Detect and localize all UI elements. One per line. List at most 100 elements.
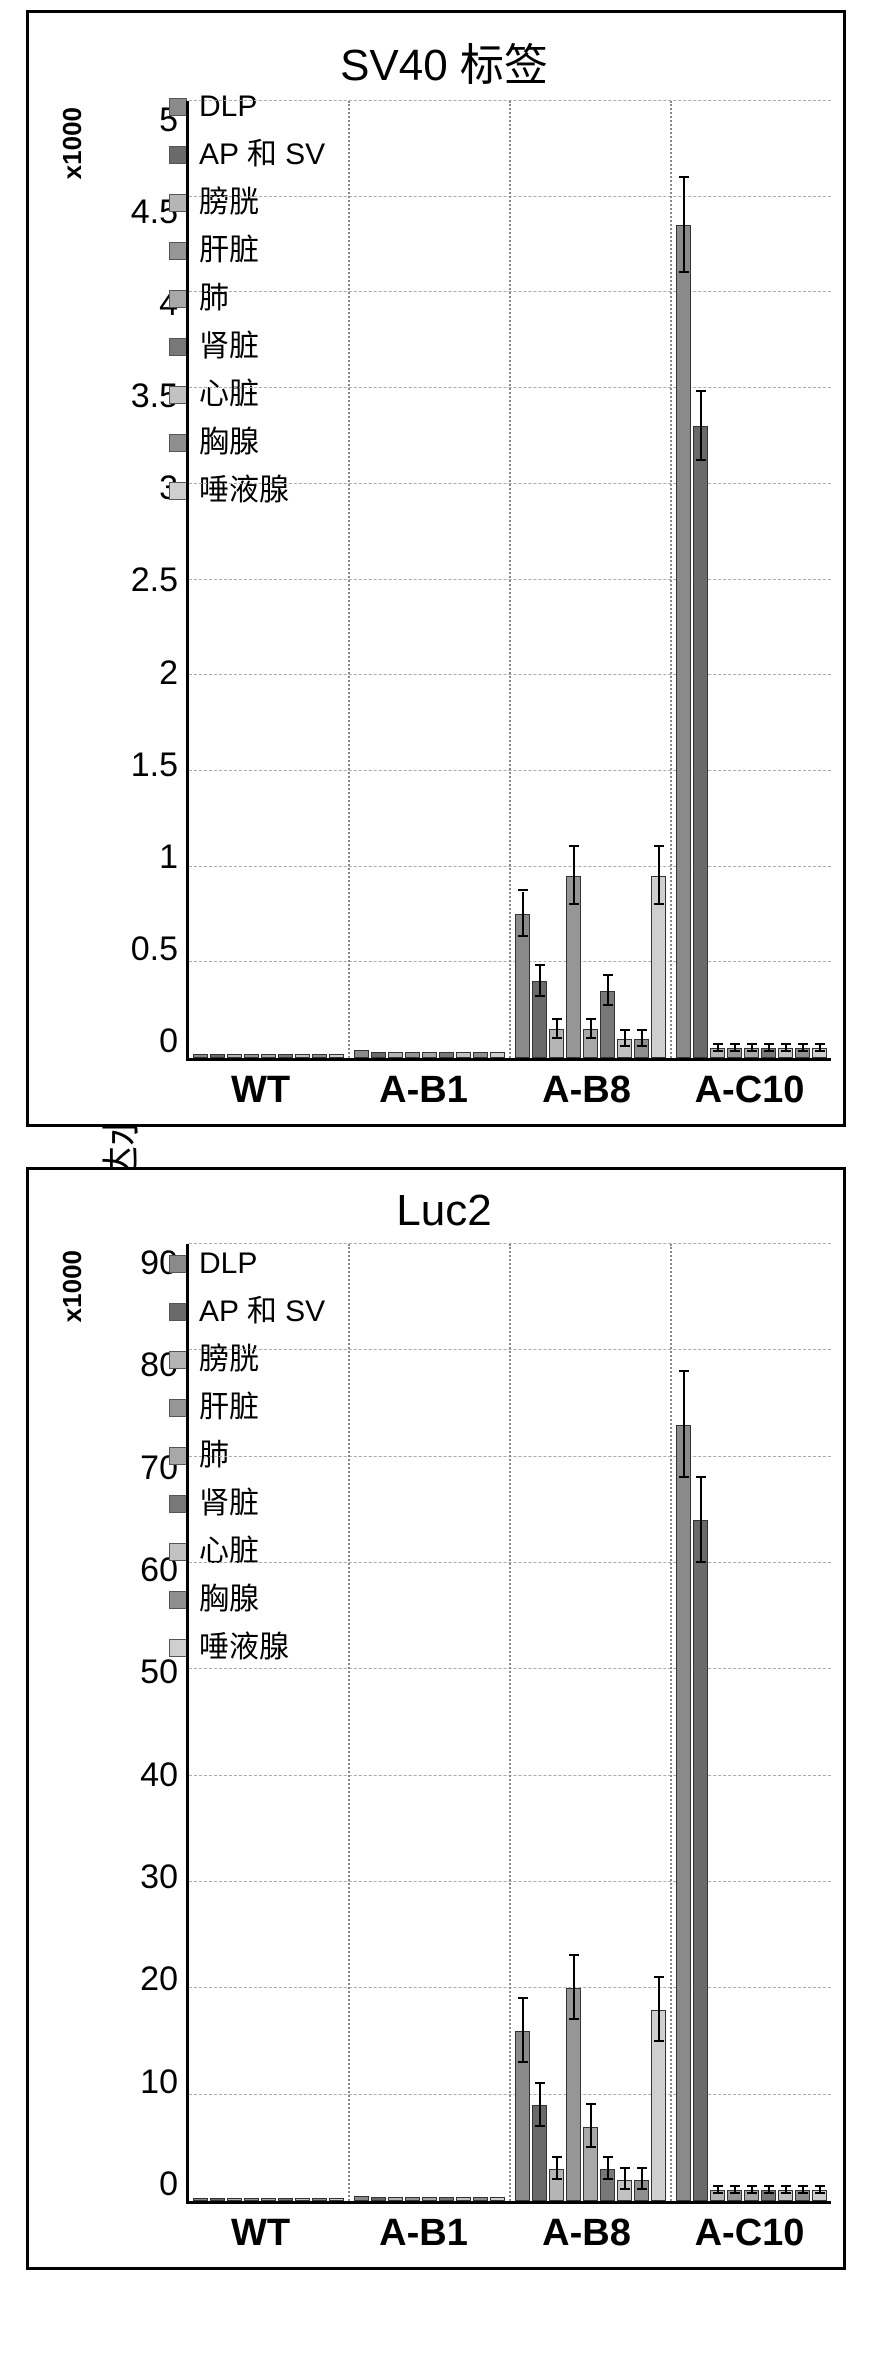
bar <box>278 101 293 1058</box>
bar-fill <box>456 2197 471 2201</box>
bar <box>371 101 386 1058</box>
bar <box>227 101 242 1058</box>
error-cap <box>586 2146 596 2148</box>
bar <box>651 1244 666 2201</box>
x-tick-label: A-C10 <box>668 1061 831 1112</box>
bar <box>422 101 437 1058</box>
legend-swatch <box>169 194 187 212</box>
error-cap <box>654 903 664 905</box>
bar <box>600 1244 615 2201</box>
bar-fill <box>693 1520 708 2201</box>
y-tick-label: 10 <box>140 2063 178 2102</box>
error-cap <box>518 935 528 937</box>
bar <box>278 1244 293 2201</box>
bar-fill <box>490 2197 505 2201</box>
bar <box>388 1244 403 2201</box>
error-cap <box>764 2185 774 2187</box>
error-cap <box>603 2156 613 2158</box>
bar-fill <box>473 1052 488 1058</box>
y-tick-label: 1.5 <box>131 746 178 785</box>
bar <box>634 1244 649 2201</box>
bar <box>795 101 810 1058</box>
bar-fill <box>312 2198 327 2201</box>
x-tick-label: A-B1 <box>342 2204 505 2255</box>
error-cap <box>518 889 528 891</box>
y-tick-label: 0.5 <box>131 930 178 969</box>
y-tick-label: 30 <box>140 1858 178 1897</box>
bar <box>490 101 505 1058</box>
bar <box>244 1244 259 2201</box>
legend-swatch <box>169 290 187 308</box>
bar-fill <box>210 2198 225 2201</box>
bar <box>515 101 530 1058</box>
error-cap <box>603 974 613 976</box>
bar-fill <box>261 2198 276 2201</box>
x-axis: WTA-B1A-B8A-C10 <box>57 2204 831 2255</box>
legend-swatch <box>169 1303 187 1321</box>
error-cap <box>730 1050 740 1052</box>
error-cap <box>535 2125 545 2127</box>
bar-group <box>189 101 350 1058</box>
legend-swatch <box>169 1255 187 1273</box>
bar-fill <box>227 2198 242 2201</box>
bar-fill <box>456 1052 471 1058</box>
bar-fill <box>329 2198 344 2201</box>
bar-group <box>672 1244 831 2201</box>
error-bar <box>556 2158 558 2179</box>
error-bar <box>683 178 685 274</box>
error-cap <box>603 1004 613 1006</box>
error-cap <box>747 1050 757 1052</box>
error-cap <box>569 903 579 905</box>
spacer <box>57 2204 179 2255</box>
error-cap <box>620 1029 630 1031</box>
page-root: 相对表达水平 SV40 标签DLPAP 和 SV膀胱肝脏肺肾脏心脏胸腺唾液腺x1… <box>10 10 862 2270</box>
bar <box>693 101 708 1058</box>
bar <box>295 101 310 1058</box>
bar <box>693 1244 708 2201</box>
bar-group <box>350 101 511 1058</box>
error-bar <box>624 2169 626 2190</box>
error-cap <box>603 2178 613 2180</box>
error-cap <box>569 845 579 847</box>
bar-group <box>189 1244 350 2201</box>
bar <box>761 101 776 1058</box>
bar <box>744 1244 759 2201</box>
bar <box>778 1244 793 2201</box>
bar-fill <box>371 1052 386 1058</box>
bar <box>473 1244 488 2201</box>
bar-fill <box>676 225 691 1058</box>
bar <box>600 101 615 1058</box>
bar <box>490 1244 505 2201</box>
error-bar <box>539 966 541 997</box>
error-cap <box>798 1043 808 1045</box>
error-cap <box>637 1045 647 1047</box>
bar-fill <box>193 2198 208 2201</box>
error-cap <box>713 2185 723 2187</box>
bar <box>193 1244 208 2201</box>
error-cap <box>696 459 706 461</box>
error-cap <box>535 995 545 997</box>
error-cap <box>654 2040 664 2042</box>
bar <box>812 101 827 1058</box>
legend-swatch <box>169 386 187 404</box>
chart-panel: Luc2DLPAP 和 SV膀胱肝脏肺肾脏心脏胸腺唾液腺x10009080706… <box>26 1167 846 2270</box>
error-cap <box>654 1976 664 1978</box>
error-cap <box>815 2192 825 2194</box>
error-bar <box>573 1956 575 2020</box>
bar <box>727 1244 742 2201</box>
bar <box>388 101 403 1058</box>
bar <box>193 101 208 1058</box>
x-tick-label: A-C10 <box>668 2204 831 2255</box>
bar <box>676 1244 691 2201</box>
error-cap <box>679 271 689 273</box>
error-cap <box>713 1050 723 1052</box>
error-cap <box>747 2185 757 2187</box>
error-cap <box>535 964 545 966</box>
error-bar <box>658 1978 660 2042</box>
bar <box>761 1244 776 2201</box>
bar <box>617 101 632 1058</box>
error-cap <box>620 2188 630 2190</box>
error-cap <box>781 2192 791 2194</box>
error-cap <box>764 1043 774 1045</box>
bar <box>727 101 742 1058</box>
